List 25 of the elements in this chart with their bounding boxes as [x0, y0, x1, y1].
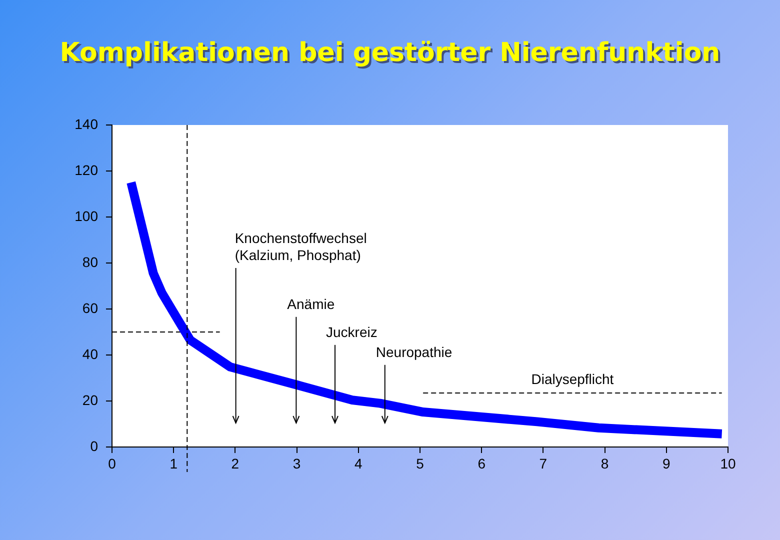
- y-tick-label: 60: [82, 300, 98, 316]
- x-tick-label: 1: [170, 455, 178, 472]
- x-tick-label: 3: [292, 455, 301, 472]
- annotation: Neuropathie: [376, 344, 452, 360]
- x-tick-label: 6: [478, 455, 486, 472]
- annotation: Anämie: [287, 296, 335, 312]
- x-tick-label: 7: [539, 455, 548, 472]
- x-tick-label: 4: [354, 455, 362, 472]
- y-tick-label: 100: [74, 208, 98, 224]
- x-tick-label: 2: [231, 455, 240, 472]
- x-tick-label: 9: [662, 455, 670, 472]
- x-tick-label: 0: [108, 455, 116, 472]
- x-tick-label: 8: [600, 455, 609, 472]
- series-label: Dialysepflicht: [531, 370, 614, 387]
- annotation: Knochenstoffwechsel (Kalzium, Phosphat): [234, 230, 367, 263]
- y-tick-label: 140: [74, 116, 98, 132]
- x-tick-label: 10: [720, 455, 736, 472]
- y-tick-label: 120: [74, 162, 98, 178]
- y-tick-label: 0: [90, 438, 98, 454]
- chart-title: Komplikationen bei gestörter Nierenfunktion: [58, 38, 722, 68]
- annotation: Juckreiz: [326, 324, 378, 340]
- y-tick-label: 20: [82, 392, 98, 408]
- y-tick-label: 40: [82, 346, 98, 362]
- y-tick-label: 80: [82, 254, 98, 270]
- x-tick-label: 5: [416, 455, 424, 472]
